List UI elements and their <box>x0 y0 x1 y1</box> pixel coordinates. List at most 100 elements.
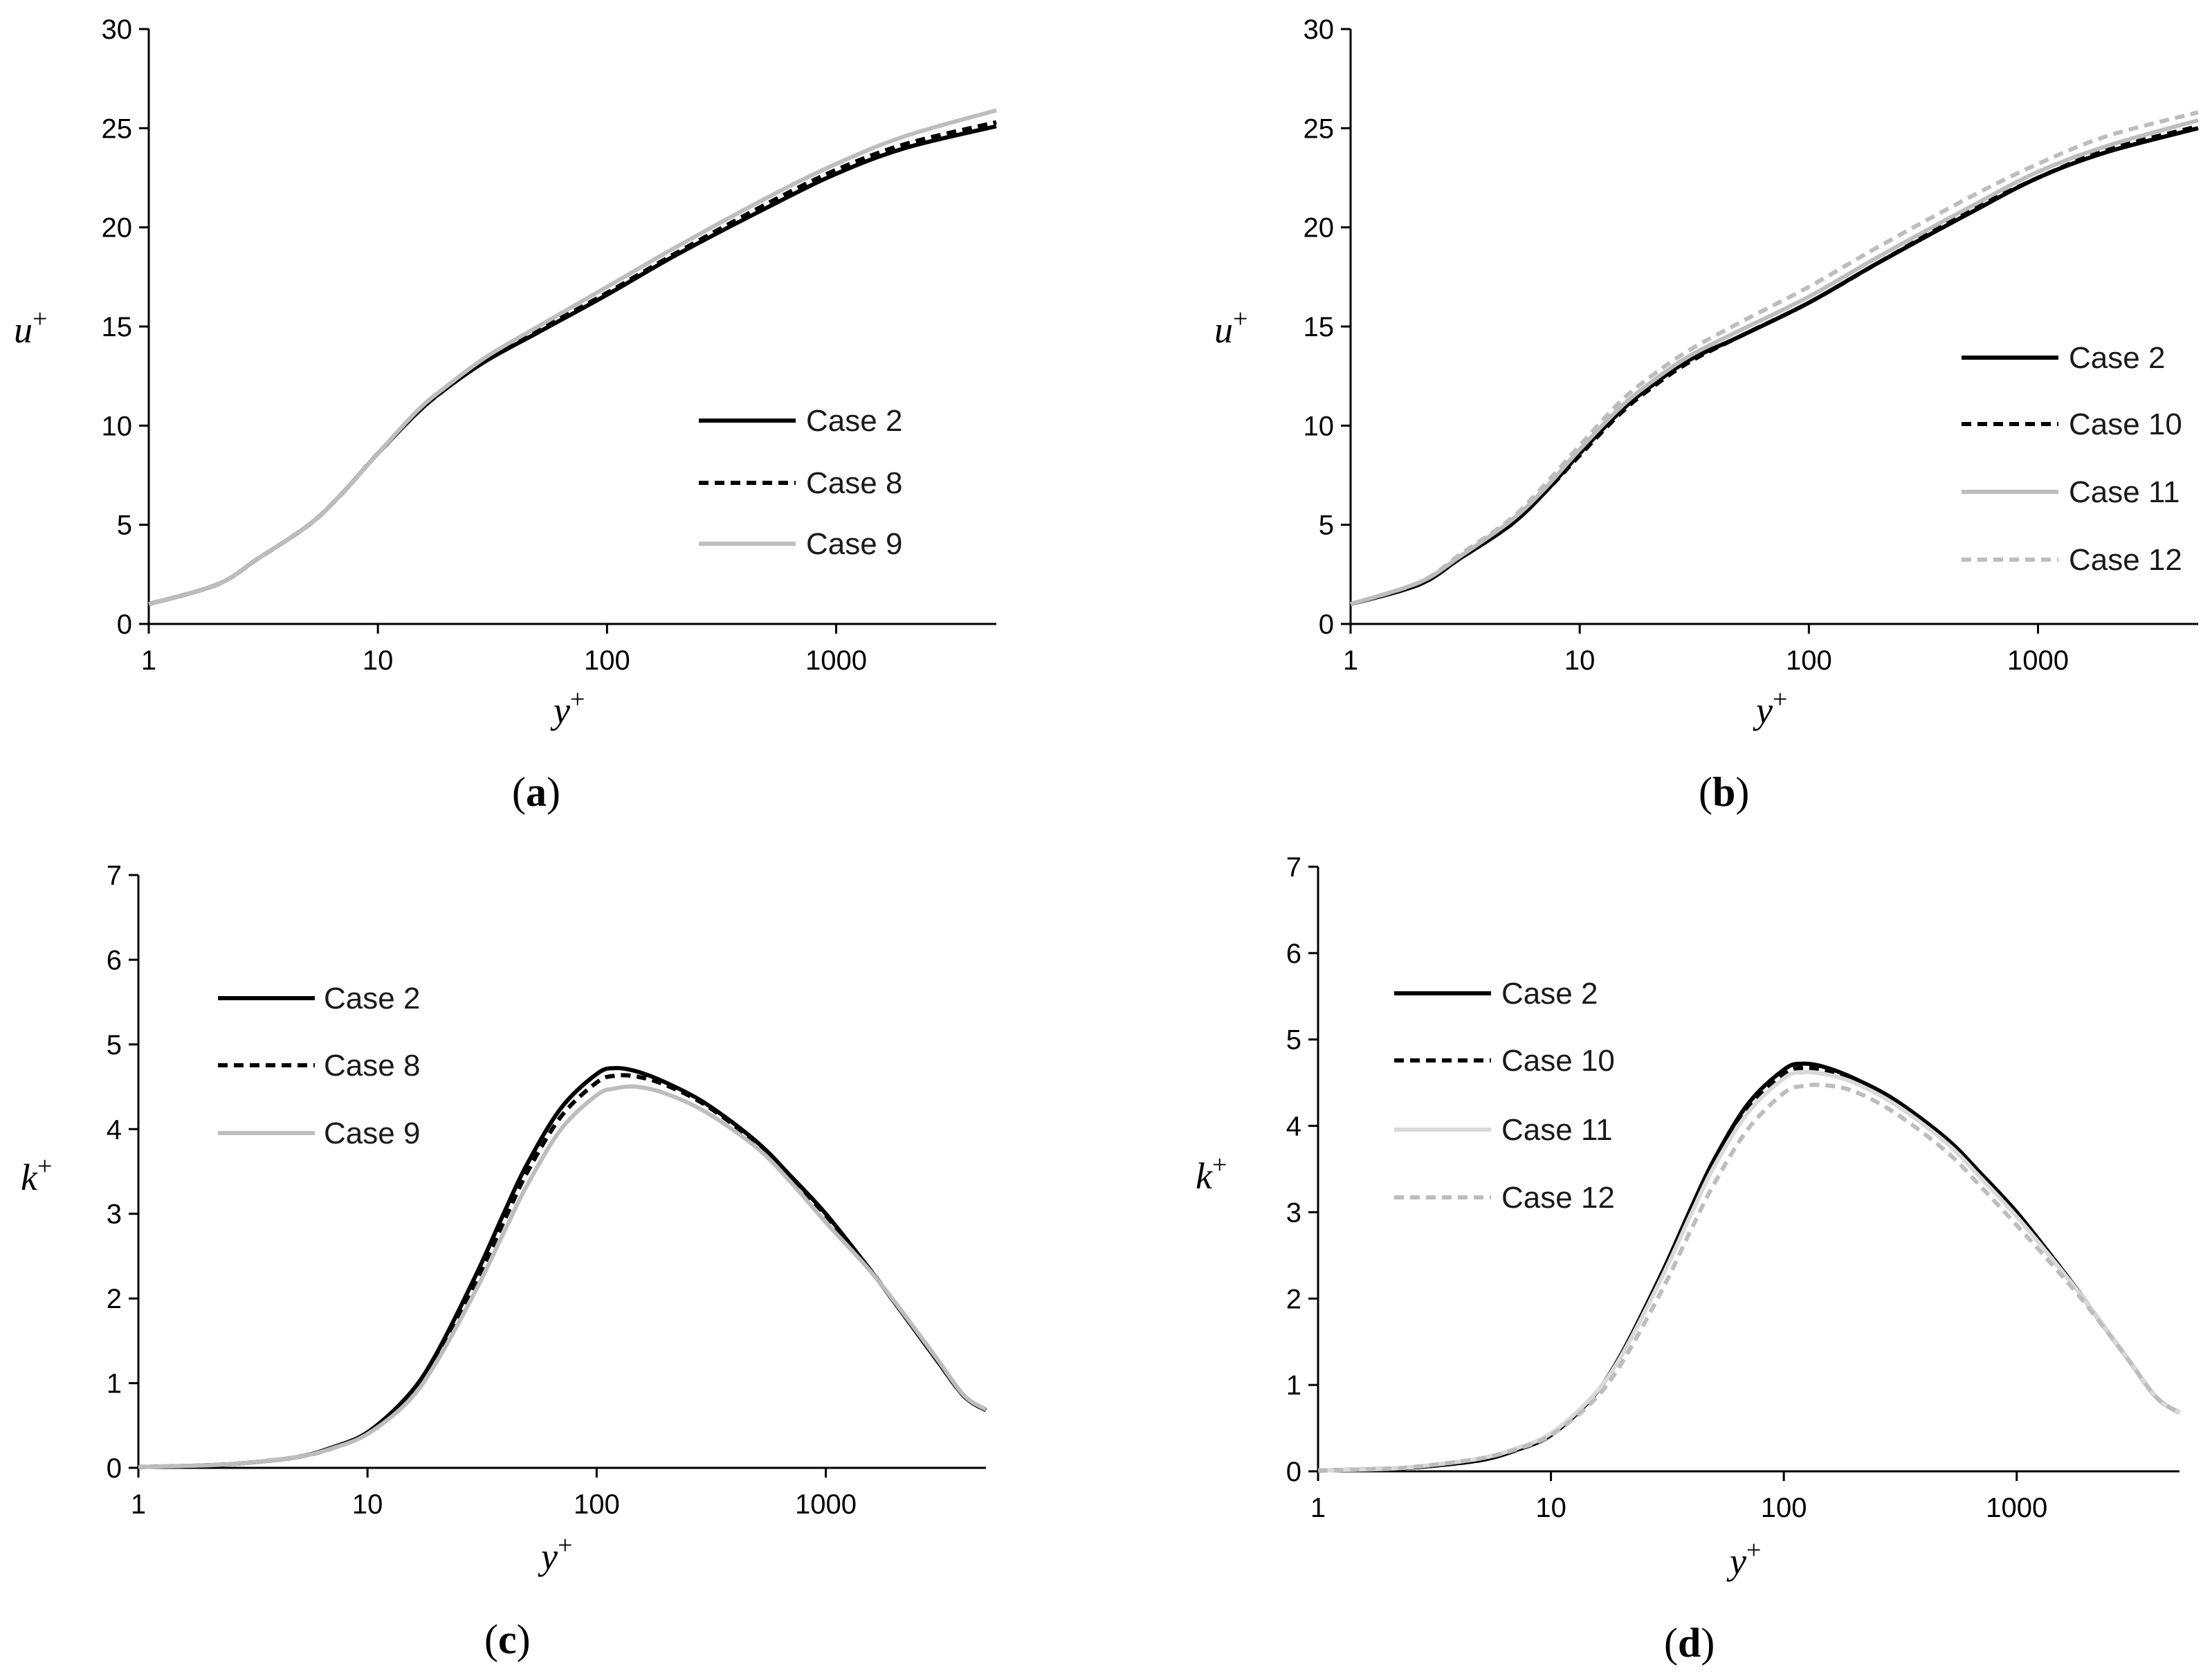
series-line-b-1 <box>1350 124 2199 607</box>
y-tick-label-a-5: 25 <box>102 113 133 144</box>
panel-label-a: (a) <box>512 769 560 815</box>
chart-panel-b: 0 5 10 15 20 25 30 1 10 100 1000 u+ y+ Case 2 Cas… <box>1214 15 2199 815</box>
x-tick-label-c-0: 1 <box>131 1489 146 1520</box>
x-tick-label-d-3: 1000 <box>1986 1493 2047 1523</box>
y-tick-label-d-0: 0 <box>1286 1457 1301 1487</box>
x-axis-label-a: y+ <box>550 685 585 731</box>
chart-panel-a: 0 5 10 15 20 25 30 1 10 100 1000 u+ y+ Case 2 Cas… <box>14 15 997 815</box>
x-ticks-d: 1 10 100 1000 <box>1310 1471 2047 1523</box>
legend-a: Case 2 Case 8 Case 9 <box>699 404 902 561</box>
y-tick-label-c-0: 0 <box>107 1453 122 1484</box>
y-ticks-c: 0 1 2 3 4 5 6 7 <box>107 861 138 1484</box>
legend-label-a-2: Case 9 <box>806 527 902 561</box>
x-tick-label-d-1: 10 <box>1535 1493 1566 1523</box>
x-tick-label-a-1: 10 <box>363 645 394 676</box>
y-tick-label-b-3: 15 <box>1304 312 1335 342</box>
y-tick-label-a-4: 20 <box>102 213 133 243</box>
y-tick-label-d-5: 5 <box>1286 1025 1301 1056</box>
y-tick-label-b-0: 0 <box>1319 609 1334 640</box>
x-tick-label-c-2: 100 <box>574 1489 620 1520</box>
x-tick-label-b-0: 1 <box>1343 645 1358 676</box>
series-c <box>138 1065 987 1469</box>
legend-label-d-1: Case 10 <box>1501 1044 1615 1078</box>
series-d <box>1317 1061 2181 1473</box>
x-ticks-c: 1 10 100 1000 <box>131 1468 857 1520</box>
x-tick-label-b-2: 100 <box>1786 645 1832 676</box>
y-tick-label-c-1: 1 <box>107 1369 122 1399</box>
x-tick-label-c-1: 10 <box>352 1489 383 1520</box>
x-axis-label-b: y+ <box>1753 685 1787 731</box>
series-line-a-1 <box>148 120 997 607</box>
series-line-b-2 <box>1350 118 2199 607</box>
x-tick-label-b-1: 10 <box>1564 645 1596 676</box>
y-tick-label-d-7: 7 <box>1286 852 1301 883</box>
y-tick-label-c-4: 4 <box>107 1114 122 1145</box>
y-tick-label-a-6: 30 <box>102 15 133 45</box>
legend-label-d-2: Case 11 <box>1501 1113 1613 1147</box>
x-tick-label-d-0: 1 <box>1310 1493 1326 1523</box>
y-tick-label-a-3: 15 <box>102 312 133 342</box>
y-tick-label-c-3: 3 <box>107 1199 122 1230</box>
series-line-d-3 <box>1317 1083 2181 1473</box>
y-tick-label-d-4: 4 <box>1286 1112 1301 1142</box>
y-tick-label-a-2: 10 <box>102 411 133 441</box>
x-tick-label-b-3: 1000 <box>2007 645 2069 676</box>
panel-label-d: (d) <box>1664 1620 1715 1666</box>
y-tick-label-b-5: 25 <box>1304 113 1335 144</box>
legend-label-d-3: Case 12 <box>1501 1181 1615 1215</box>
series-a <box>148 108 997 607</box>
x-axis-label-d: y+ <box>1726 1536 1761 1582</box>
y-axis-label-d: k+ <box>1196 1150 1227 1197</box>
legend-label-c-1: Case 8 <box>324 1049 420 1083</box>
y-axis-label-a: u+ <box>14 304 47 351</box>
legend-b: Case 2 Case 10 Case 11 Case 12 <box>1962 341 2182 577</box>
legend-c: Case 2 Case 8 Case 9 <box>218 982 420 1150</box>
y-ticks-d: 0 1 2 3 4 5 6 7 <box>1286 852 1318 1487</box>
y-tick-label-c-6: 6 <box>107 945 122 975</box>
y-tick-label-c-5: 5 <box>107 1030 122 1060</box>
y-tick-label-d-6: 6 <box>1286 939 1301 969</box>
x-tick-label-a-3: 1000 <box>805 645 867 676</box>
x-tick-label-a-0: 1 <box>141 645 156 676</box>
panel-label-c: (c) <box>484 1617 531 1662</box>
legend-label-d-0: Case 2 <box>1501 977 1598 1011</box>
y-tick-label-a-0: 0 <box>117 609 132 640</box>
x-ticks-a: 1 10 100 1000 <box>141 624 867 676</box>
legend-d: Case 2 Case 10 Case 11 Case 12 <box>1394 977 1615 1215</box>
legend-label-a-0: Case 2 <box>806 404 902 438</box>
y-tick-label-b-2: 10 <box>1304 411 1335 441</box>
y-tick-label-d-2: 2 <box>1286 1284 1301 1314</box>
y-tick-label-d-1: 1 <box>1286 1370 1301 1401</box>
x-tick-label-d-2: 100 <box>1761 1493 1807 1523</box>
y-tick-label-b-1: 5 <box>1319 511 1334 541</box>
panel-label-b: (b) <box>1699 769 1749 815</box>
x-ticks-b: 1 10 100 1000 <box>1343 624 2069 676</box>
y-axis-label-c: k+ <box>21 1152 52 1198</box>
y-axis-label-b: u+ <box>1214 304 1247 351</box>
series-line-a-2 <box>148 108 997 607</box>
x-axis-label-c: y+ <box>538 1531 572 1577</box>
legend-label-b-1: Case 10 <box>2069 407 2182 441</box>
legend-label-c-0: Case 2 <box>324 982 420 1015</box>
y-tick-label-b-6: 30 <box>1304 15 1335 45</box>
x-tick-label-c-3: 1000 <box>795 1489 857 1520</box>
y-ticks-a: 0 5 10 15 20 25 30 <box>102 15 149 640</box>
y-tick-label-a-1: 5 <box>117 511 132 541</box>
y-tick-label-c-2: 2 <box>107 1284 122 1314</box>
series-line-c-2 <box>138 1084 987 1469</box>
y-tick-label-c-7: 7 <box>107 861 122 891</box>
legend-label-b-2: Case 11 <box>2069 475 2180 509</box>
y-ticks-b: 0 5 10 15 20 25 30 <box>1304 15 1351 640</box>
y-tick-label-b-4: 20 <box>1304 213 1335 243</box>
x-tick-label-a-2: 100 <box>584 645 630 676</box>
legend-label-c-2: Case 9 <box>324 1116 420 1150</box>
legend-label-b-3: Case 12 <box>2069 543 2182 577</box>
y-tick-label-d-3: 3 <box>1286 1197 1301 1228</box>
series-line-b-3 <box>1350 110 2199 607</box>
legend-label-b-0: Case 2 <box>2069 341 2165 375</box>
series-b <box>1350 110 2199 607</box>
